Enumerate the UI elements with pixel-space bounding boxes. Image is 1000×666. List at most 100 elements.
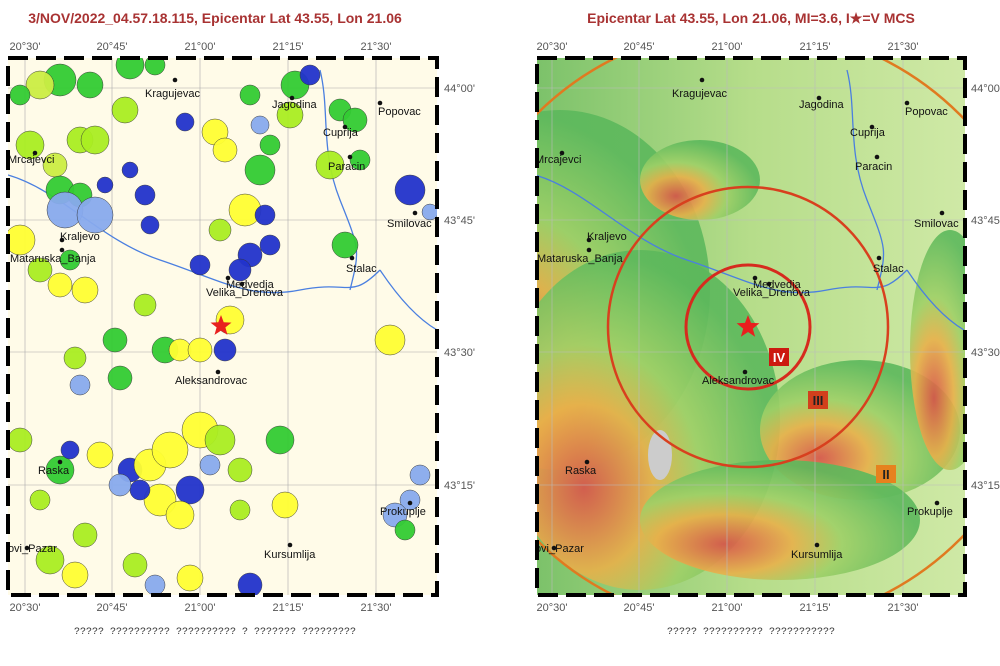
seismicity-map: Kragujevac Jagodina Popovac Cuprija Paracin M… xyxy=(0,56,439,597)
intensity-box xyxy=(808,391,828,409)
lat-label: 43°15' xyxy=(444,480,475,492)
epicentre xyxy=(45,455,75,485)
city-label: Medvedja xyxy=(753,279,802,291)
city-dot xyxy=(874,154,880,160)
city-dot xyxy=(551,545,557,551)
epicentre xyxy=(409,464,431,486)
epicentre xyxy=(421,203,437,221)
epicentre xyxy=(265,425,295,455)
lon-label: 20°45' xyxy=(97,41,128,53)
intensity-box xyxy=(876,465,896,483)
city-label: Raska xyxy=(565,465,597,477)
lon-label: 21°30' xyxy=(888,602,919,614)
epicentre xyxy=(96,176,114,194)
epicentre xyxy=(63,346,87,370)
epicentre xyxy=(212,137,238,163)
lon-label: 20°45' xyxy=(97,602,128,614)
lon-label: 21°00' xyxy=(185,41,216,53)
epicentre xyxy=(299,64,321,86)
epicentre xyxy=(204,424,236,456)
map-title: 3/NOV/2022_04.57.18.115, Epicentar Lat 4… xyxy=(28,10,402,26)
city-dot xyxy=(816,95,822,101)
city-dot xyxy=(766,281,772,287)
city-label: Aleksandrovac xyxy=(175,375,248,387)
city-label: Popovac xyxy=(905,106,948,118)
lon-label: 21°00' xyxy=(712,602,743,614)
epicentre xyxy=(25,70,55,100)
epicentre xyxy=(144,574,166,595)
lon-label: 21°30' xyxy=(361,41,392,53)
city-label: Novi_Pazar xyxy=(527,543,584,555)
city-dot xyxy=(239,281,245,287)
city-dot xyxy=(939,210,945,216)
intensity-label: IV xyxy=(773,350,786,365)
terrain xyxy=(640,140,760,220)
epicentre xyxy=(244,154,276,186)
river xyxy=(906,269,965,331)
epicentre xyxy=(134,184,156,206)
city-label: Kraljevo xyxy=(60,231,100,243)
epicentre xyxy=(237,572,263,595)
caption: ????? ?????????? ??????????? xyxy=(667,627,835,638)
epicentre xyxy=(115,58,145,80)
lon-label: 20°45' xyxy=(624,602,655,614)
river xyxy=(319,69,358,291)
epicentre xyxy=(76,196,114,234)
city-label: Medvedja xyxy=(226,279,275,291)
epicentre xyxy=(374,324,406,356)
epicentre-star xyxy=(210,315,232,335)
epicentre xyxy=(8,224,36,256)
epicentre xyxy=(108,473,132,497)
city-label: Kragujevac xyxy=(145,88,201,100)
caption: ????? ?????????? ?????????? ? ??????? ??… xyxy=(74,627,356,638)
epicentre xyxy=(199,454,221,476)
city-dot xyxy=(349,255,355,261)
epicentre xyxy=(129,479,151,501)
epicentre xyxy=(111,96,139,124)
epicentre xyxy=(349,149,371,171)
city-dot xyxy=(559,150,565,156)
city-label: Mrcajevci xyxy=(8,154,54,166)
epicentre xyxy=(165,500,195,530)
lon-label: 20°30' xyxy=(10,41,41,53)
city-dot xyxy=(742,369,748,375)
lon-label: 21°15' xyxy=(273,602,304,614)
epicentre xyxy=(35,545,65,575)
city-dot xyxy=(32,150,38,156)
city-label: Kursumlija xyxy=(791,549,843,561)
epicentre xyxy=(80,125,110,155)
lon-label: 20°30' xyxy=(537,602,568,614)
epicentre xyxy=(69,374,91,396)
city-dot xyxy=(172,77,178,83)
city-label: Jagodina xyxy=(272,99,318,111)
epicentre xyxy=(122,552,148,578)
city-dot xyxy=(287,542,293,548)
epicentre xyxy=(151,431,189,469)
lon-label: 20°30' xyxy=(10,602,41,614)
city-label: Paracin xyxy=(328,161,365,173)
city-dot xyxy=(904,100,910,106)
city-label: Prokuplje xyxy=(380,506,426,518)
river xyxy=(846,69,885,291)
lat-label: 43°45' xyxy=(971,215,1000,227)
city-dot xyxy=(586,237,592,243)
epicentre xyxy=(227,457,253,483)
epicentre xyxy=(189,254,211,276)
river xyxy=(379,269,437,331)
epicentre xyxy=(250,115,270,135)
city-dot xyxy=(584,459,590,465)
city-label: Smilovac xyxy=(387,218,432,230)
epicentre xyxy=(59,249,81,271)
map-frame xyxy=(6,56,439,597)
city-label: Mataruska_Banja xyxy=(10,253,96,265)
lon-label: 21°00' xyxy=(712,41,743,53)
lon-label: 21°15' xyxy=(800,602,831,614)
lon-label: 20°30' xyxy=(537,41,568,53)
lat-label: 44°00' xyxy=(444,83,475,95)
epicentre xyxy=(259,134,281,156)
city-label: Novi_Pazar xyxy=(0,543,57,555)
city-dot xyxy=(377,100,383,106)
city-label: Velika_Drenova xyxy=(733,287,811,299)
intensity-box xyxy=(769,348,789,366)
